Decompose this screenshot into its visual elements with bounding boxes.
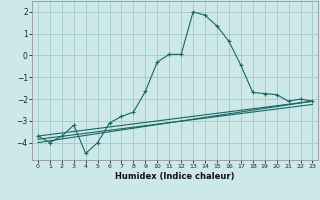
X-axis label: Humidex (Indice chaleur): Humidex (Indice chaleur)	[116, 172, 235, 181]
